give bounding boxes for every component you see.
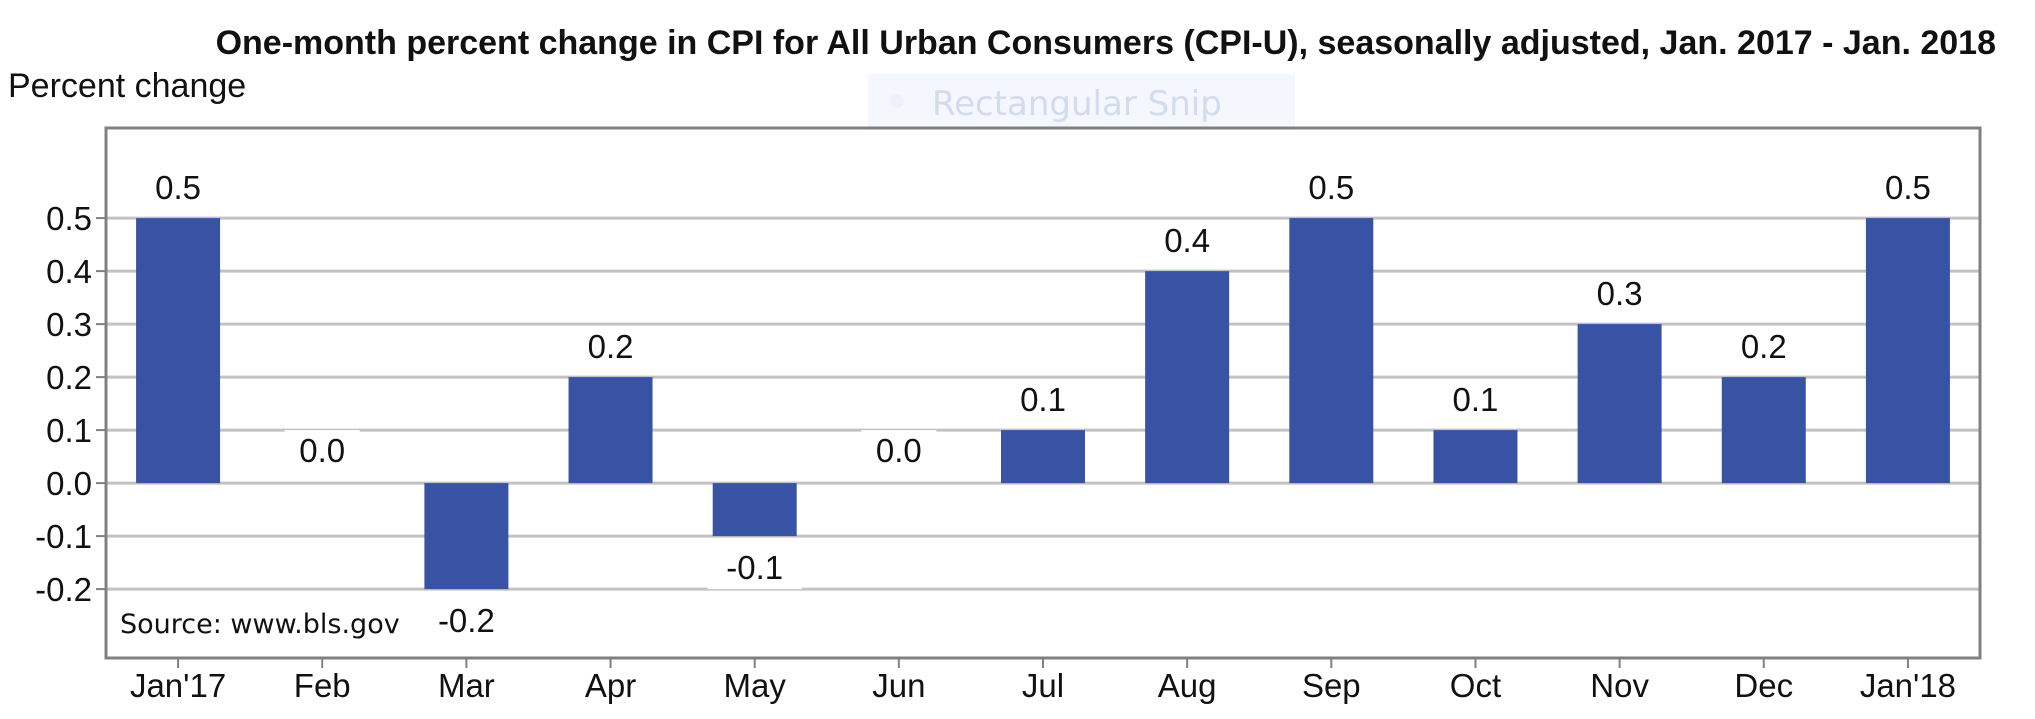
bar	[1433, 430, 1518, 484]
data-label-bg	[1149, 220, 1225, 263]
bar	[1865, 218, 1950, 484]
x-tick-label: Jun	[872, 667, 925, 704]
data-label-bg	[140, 167, 216, 210]
data-label: -0.2	[438, 602, 495, 639]
bar	[1721, 377, 1806, 484]
x-tick-label: Jan'18	[1860, 667, 1956, 704]
y-axis-label: Percent change	[8, 67, 246, 105]
data-label-bg	[1582, 273, 1658, 316]
data-labels: 0.5 0.0 -0.2 0.2 -0.1 0.0 0.1 0.4 0.5 0.1 0.3 0.2 0.…	[140, 167, 1946, 643]
y-tick-label: 0.3	[46, 306, 92, 343]
x-tick-label: Jan'17	[130, 667, 226, 704]
data-label-bg	[284, 430, 360, 473]
y-tick-label: 0.0	[46, 465, 92, 502]
data-label-bg	[1293, 167, 1369, 210]
data-label: 0.5	[1885, 169, 1931, 206]
data-label: 0.1	[1020, 381, 1066, 418]
x-tick-label: May	[724, 667, 787, 704]
data-label: 0.5	[1308, 169, 1354, 206]
x-tick-label: Dec	[1734, 667, 1793, 704]
data-label-bg	[1870, 167, 1946, 210]
bar	[1001, 430, 1085, 484]
data-label-bg	[1726, 326, 1802, 369]
data-label: 0.2	[1741, 328, 1787, 365]
data-label-bg	[861, 430, 937, 473]
snip-overlay: Rectangular Snip	[868, 74, 1295, 130]
y-tick-label: 0.1	[46, 412, 92, 449]
chart-title: One-month percent change in CPI for All …	[216, 24, 1996, 62]
data-label: 0.0	[299, 432, 345, 469]
data-label-bg	[419, 600, 514, 643]
x-tick-label: Feb	[294, 667, 351, 704]
source-annotation: Source: www.bls.gov	[120, 609, 400, 640]
x-tick-label: Oct	[1450, 667, 1501, 704]
data-label: 0.3	[1597, 275, 1643, 312]
y-tick-label: 0.4	[46, 253, 92, 290]
snip-overlay-box	[868, 74, 1295, 130]
snip-label: Rectangular Snip	[932, 84, 1222, 124]
data-label: 0.2	[588, 328, 634, 365]
x-tick-label: Sep	[1302, 667, 1361, 704]
bar	[1145, 271, 1230, 484]
bar	[712, 483, 797, 537]
y-tick-label: 0.2	[46, 359, 92, 396]
data-label-bg	[1437, 379, 1513, 422]
y-axis-ticks: 0.5 0.4 0.3 0.2 0.1 0.0 -0.1 -0.2	[35, 200, 106, 608]
snip-dot-icon	[890, 94, 904, 108]
x-axis-ticks: Jan'17 Feb Mar Apr May Jun Jul Aug Sep Oct Nov Dec J…	[130, 658, 1956, 704]
x-tick-label: Nov	[1590, 667, 1649, 704]
y-tick-label: 0.5	[46, 200, 92, 237]
x-tick-label: Jul	[1022, 667, 1064, 704]
y-tick-label: -0.2	[35, 571, 92, 608]
y-tick-label: -0.1	[35, 518, 92, 555]
data-label: 0.5	[155, 169, 201, 206]
data-label: 0.0	[876, 432, 922, 469]
data-label-bg	[1005, 379, 1081, 422]
bar	[1289, 218, 1374, 484]
data-label-bg	[707, 547, 802, 590]
data-label: 0.4	[1164, 222, 1210, 259]
data-label-bg	[573, 326, 649, 369]
bar	[1577, 324, 1662, 484]
bars	[136, 218, 1950, 590]
data-label: 0.1	[1453, 381, 1499, 418]
x-tick-label: Aug	[1158, 667, 1217, 704]
x-tick-label: Apr	[585, 667, 636, 704]
bar	[424, 483, 509, 590]
bar	[136, 218, 221, 484]
data-label: -0.1	[726, 549, 783, 586]
bar	[568, 377, 653, 484]
x-tick-label: Mar	[438, 667, 495, 704]
